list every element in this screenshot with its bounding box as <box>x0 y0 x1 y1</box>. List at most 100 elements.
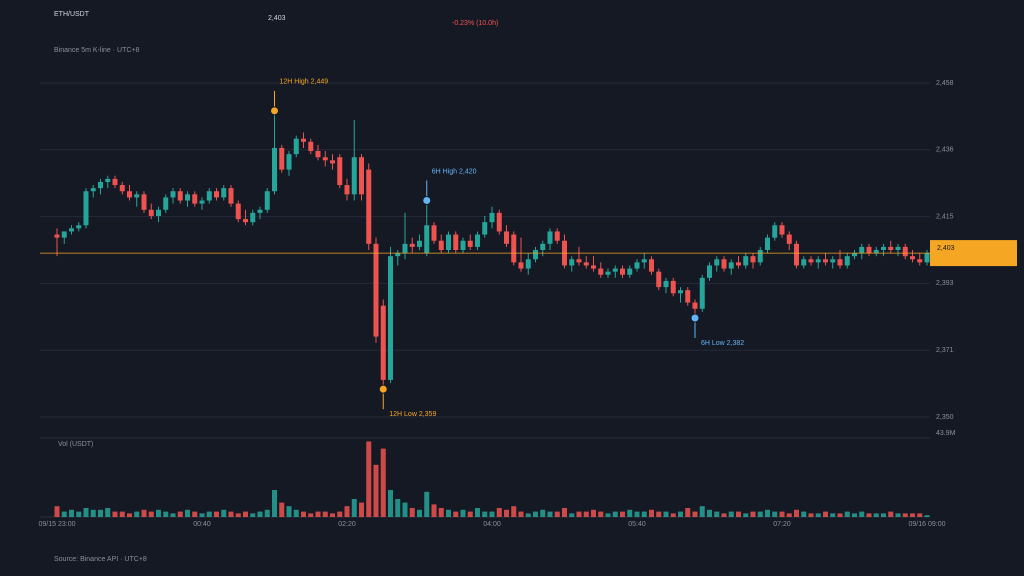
volume-bar <box>504 509 509 517</box>
candle-body <box>627 268 633 275</box>
volume-bar <box>736 511 741 517</box>
volume-bar <box>518 511 524 517</box>
candle-body <box>431 225 437 241</box>
candle-body <box>678 290 683 294</box>
volume-bar <box>388 490 393 517</box>
candle-body <box>344 185 350 195</box>
candle-body <box>743 256 749 266</box>
volume-bar <box>453 511 459 517</box>
candle-body <box>707 265 712 278</box>
volume-bar <box>337 511 343 517</box>
candle-body <box>69 228 74 232</box>
volume-bar <box>351 499 357 517</box>
candle-body <box>511 234 517 263</box>
price-label: 2,403 <box>268 15 286 22</box>
volume-bar <box>511 506 517 517</box>
y-tick-label: 2,436 <box>936 147 954 154</box>
candle-body <box>765 237 770 250</box>
volume-bar <box>496 508 502 517</box>
volume-bar <box>257 511 263 517</box>
volume-bar <box>844 511 850 517</box>
candle-body <box>714 259 720 266</box>
y-tick-label: 2,458 <box>936 80 954 87</box>
volume-bar <box>315 511 321 517</box>
candle-body <box>54 234 60 238</box>
volume-bar <box>431 504 437 517</box>
candle-body <box>424 225 430 254</box>
candle-body <box>257 209 263 213</box>
candle-body <box>192 194 198 204</box>
candle-body <box>373 243 379 337</box>
volume-bar <box>830 513 836 517</box>
candle-body <box>214 191 219 198</box>
candle-body <box>438 240 444 250</box>
candle-body <box>518 262 524 269</box>
y-tick-label: 2,415 <box>936 213 954 220</box>
marker-label: 6H High 2,420 <box>432 168 477 175</box>
extreme-marker <box>270 106 279 116</box>
candle-body <box>591 265 596 269</box>
candle-body <box>576 259 582 263</box>
volume-bar <box>199 513 205 517</box>
volume-bar <box>750 511 756 517</box>
volume-bar <box>910 513 915 517</box>
candle-body <box>221 188 227 198</box>
candle-body <box>728 262 734 269</box>
candle-body <box>460 240 466 250</box>
volume-bar <box>649 509 654 517</box>
volume-bar <box>61 511 67 517</box>
volume-bar <box>127 513 132 517</box>
candle-body <box>649 259 654 272</box>
x-tick-label: 09/15 23:00 <box>39 521 76 528</box>
candle-body <box>685 290 691 303</box>
candle-body <box>808 259 814 263</box>
candle-body <box>859 246 865 254</box>
candle-body <box>482 222 488 235</box>
candle-body <box>924 253 930 263</box>
candle-body <box>243 219 248 223</box>
volume-bar <box>409 508 415 517</box>
volume-bar <box>308 513 314 517</box>
y-tick-label: 2,350 <box>936 414 954 421</box>
volume-bar <box>467 511 473 517</box>
volume-bar <box>366 441 372 517</box>
candle-body <box>830 259 836 263</box>
candle-body <box>330 160 335 164</box>
volume-bar <box>765 509 770 517</box>
x-tick-label: 04:00 <box>483 521 501 528</box>
volume-bar <box>177 511 183 517</box>
candle-body <box>250 212 256 223</box>
volume-bar <box>881 513 886 517</box>
chart-title: ETH/USDT <box>54 11 90 18</box>
extreme-marker <box>690 313 700 323</box>
candle-body <box>148 209 154 216</box>
marker-label: 12H Low 2,359 <box>389 411 436 418</box>
candle-body <box>98 181 103 189</box>
candle-body <box>76 225 82 229</box>
candle-body <box>308 141 314 152</box>
volume-bar <box>279 502 285 517</box>
candle-body <box>598 268 604 275</box>
candle-body <box>359 157 364 195</box>
candle-body <box>699 277 705 309</box>
x-tick-label: 02:20 <box>338 521 356 528</box>
candle-body <box>163 197 169 210</box>
volume-bar <box>105 508 111 517</box>
volume-bar <box>228 511 234 517</box>
volume-bar <box>170 513 176 517</box>
volume-bar <box>605 513 611 517</box>
volume-bar <box>482 511 488 517</box>
volume-bar <box>728 511 734 517</box>
candle-body <box>888 246 894 250</box>
volume-bar <box>206 511 212 517</box>
candle-body <box>525 259 531 269</box>
volume-bar <box>888 511 894 517</box>
volume-bar <box>641 511 647 517</box>
volume-bar <box>924 515 930 517</box>
candle-body <box>554 231 560 241</box>
volume-bar <box>83 508 89 517</box>
volume-bar <box>699 506 705 517</box>
last-price-badge <box>930 240 1017 267</box>
volume-bar <box>801 511 807 517</box>
volume-bar <box>663 511 669 517</box>
